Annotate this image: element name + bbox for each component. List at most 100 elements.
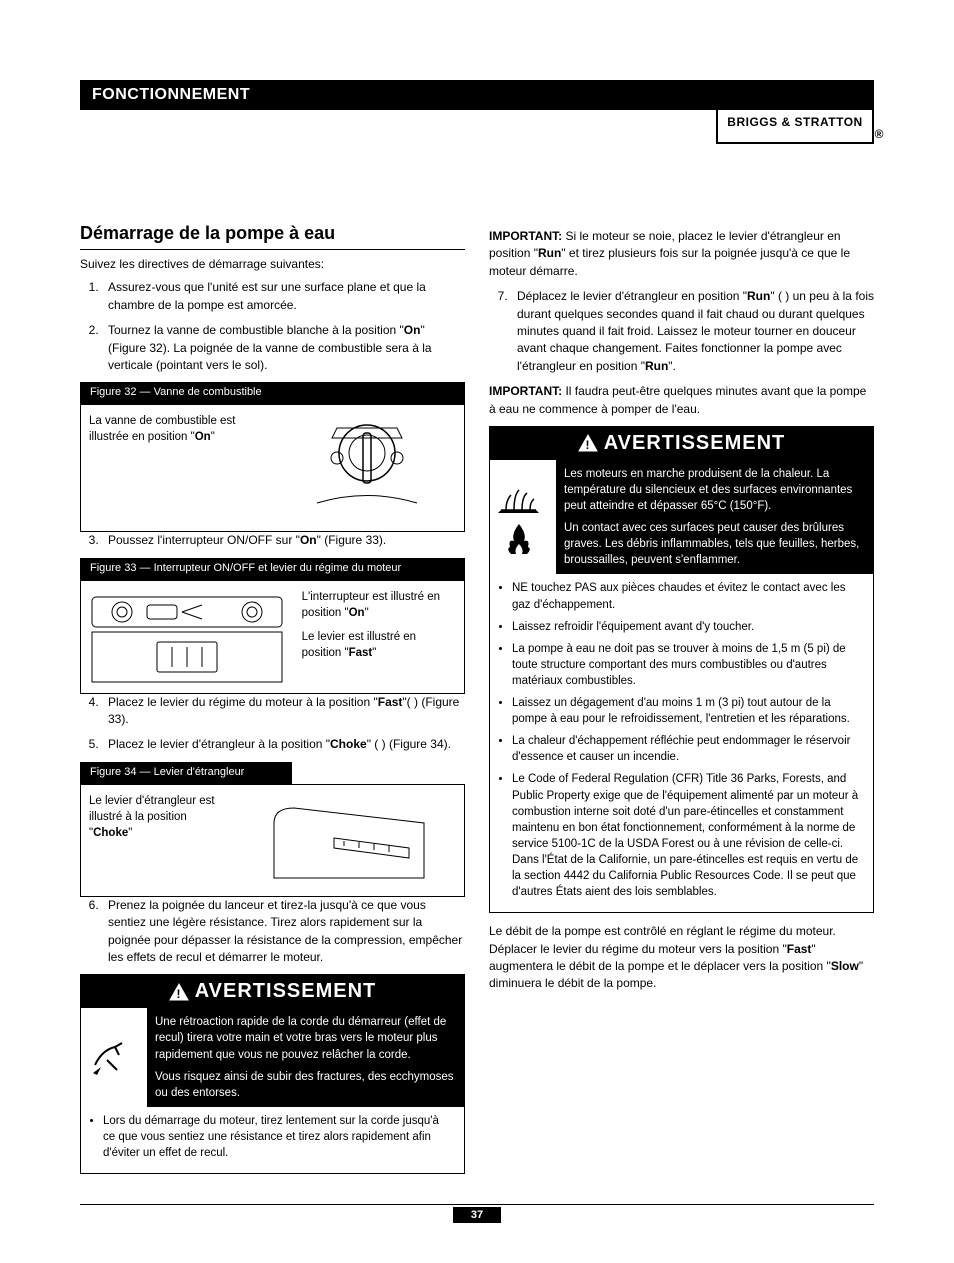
bold-slow: Slow bbox=[831, 959, 859, 973]
bold-choke: Choke bbox=[330, 737, 367, 751]
bold-on: On bbox=[349, 607, 365, 619]
warn-item: Le Code of Federal Regulation (CFR) Titl… bbox=[512, 771, 863, 900]
text: Placez le levier du régime du moteur à l… bbox=[108, 695, 378, 709]
text: " bbox=[365, 607, 369, 619]
text: Tournez la vanne de combustible blanche … bbox=[108, 323, 404, 337]
right-column: IMPORTANT: Si le moteur se noie, placez … bbox=[489, 220, 874, 1174]
step-5: Placez le levier d'étrangleur à la posit… bbox=[102, 736, 465, 753]
svg-text:!: ! bbox=[176, 987, 181, 1001]
warning-2-list: NE touchez PAS aux pièces chaudes et évi… bbox=[490, 574, 873, 912]
page: FONCTIONNEMENT BRIGGS & STRATTON Démarra… bbox=[0, 0, 954, 1263]
steps-list-cont: Poussez l'interrupteur ON/OFF sur "On" (… bbox=[80, 532, 465, 549]
warning-1-header: ! AVERTISSEMENT bbox=[81, 975, 464, 1008]
figure-32-image bbox=[278, 413, 457, 523]
step-1: Assurez-vous que l'unité est sur une sur… bbox=[102, 279, 465, 314]
switch-lever-icon bbox=[87, 587, 287, 687]
figure-34-image bbox=[242, 793, 456, 888]
brand-logo: BRIGGS & STRATTON bbox=[716, 100, 874, 144]
figure-34-box: Le levier d'étrangleur est illustré à la… bbox=[80, 784, 465, 897]
warning-2-icons bbox=[490, 460, 548, 575]
bold-run: Run bbox=[645, 359, 668, 373]
bold-run: Run bbox=[747, 289, 770, 303]
text: Déplacez le levier d'étrangleur en posit… bbox=[517, 289, 747, 303]
bold-on: On bbox=[195, 431, 211, 443]
important-label: IMPORTANT: bbox=[489, 384, 562, 398]
important-label: IMPORTANT: bbox=[489, 229, 562, 243]
text: Le débit de la pompe est contrôlé en rég… bbox=[489, 924, 836, 955]
warning-title: AVERTISSEMENT bbox=[195, 977, 377, 1006]
choke-lever-icon bbox=[264, 793, 434, 888]
warn-item: Laissez refroidir l'équipement avant d'y… bbox=[512, 619, 863, 635]
footer-rule bbox=[80, 1204, 874, 1205]
svg-text:!: ! bbox=[585, 438, 590, 452]
figure-33-text: L'interrupteur est illustré en position … bbox=[294, 581, 464, 693]
text: " ( ) (Figure 34). bbox=[367, 737, 451, 751]
figure-34-text: Le levier d'étrangleur est illustré à la… bbox=[89, 793, 232, 841]
figure-33-caption: Figure 33 — Interrupteur ON/OFF et levie… bbox=[80, 558, 465, 580]
warn-item: NE touchez PAS aux pièces chaudes et évi… bbox=[512, 580, 863, 612]
text: ". bbox=[668, 359, 676, 373]
warn-item: Laissez un dégagement d'au moins 1 m (3 … bbox=[512, 695, 863, 727]
hot-surface-icon bbox=[496, 475, 542, 515]
closing-text: Le débit de la pompe est contrôlé en rég… bbox=[489, 923, 874, 993]
warning-2-text: Les moteurs en marche produisent de la c… bbox=[556, 460, 873, 575]
fuel-valve-icon bbox=[297, 413, 437, 523]
warn-para: Une rétroaction rapide de la corde du dé… bbox=[155, 1014, 456, 1062]
warning-2-header: ! AVERTISSEMENT bbox=[490, 427, 873, 460]
step-4: Placez le levier du régime du moteur à l… bbox=[102, 694, 465, 729]
text: " (Figure 33). bbox=[317, 533, 387, 547]
bold-fast: Fast bbox=[787, 942, 812, 956]
figure-33-image bbox=[81, 581, 294, 693]
warn-para: Un contact avec ces surfaces peut causer… bbox=[564, 520, 865, 568]
steps-list-right: Déplacez le levier d'étrangleur en posit… bbox=[489, 288, 874, 375]
text: " bbox=[211, 431, 215, 443]
content-columns: Démarrage de la pompe à eau Suivez les d… bbox=[80, 220, 874, 1174]
step-2: Tournez la vanne de combustible blanche … bbox=[102, 322, 465, 374]
warning-box-1: ! AVERTISSEMENT Une rétroaction rapide d… bbox=[80, 974, 465, 1174]
figure-32-caption: Figure 32 — Vanne de combustible bbox=[80, 382, 465, 404]
figure-32-text: La vanne de combustible est illustrée en… bbox=[89, 413, 268, 445]
bold-fast: Fast bbox=[378, 695, 403, 709]
warning-1-list: Lors du démarrage du moteur, tirez lente… bbox=[81, 1107, 464, 1173]
bold-on: On bbox=[300, 533, 317, 547]
warn-para: Vous risquez ainsi de subir des fracture… bbox=[155, 1069, 456, 1101]
warning-1-text: Une rétroaction rapide de la corde du dé… bbox=[147, 1008, 464, 1106]
warning-box-2: ! AVERTISSEMENT bbox=[489, 426, 874, 913]
important-1: IMPORTANT: Si le moteur se noie, placez … bbox=[489, 228, 874, 280]
step-7: Déplacez le levier d'étrangleur en posit… bbox=[511, 288, 874, 375]
figure-33-box: L'interrupteur est illustré en position … bbox=[80, 580, 465, 694]
warn-item: La pompe à eau ne doit pas se trouver à … bbox=[512, 641, 863, 689]
warning-1-body: Une rétroaction rapide de la corde du dé… bbox=[81, 1008, 464, 1106]
warning-triangle-icon: ! bbox=[169, 983, 189, 1001]
text: Placez le levier d'étrangleur à la posit… bbox=[108, 737, 330, 751]
page-footer: 37 bbox=[80, 1204, 874, 1223]
important-2: IMPORTANT: Il faudra peut-être quelques … bbox=[489, 383, 874, 418]
warning-1-icon bbox=[81, 1008, 139, 1106]
text: " bbox=[128, 827, 132, 839]
text: " bbox=[372, 647, 376, 659]
fire-icon bbox=[496, 519, 542, 559]
steps-list: Assurez-vous que l'unité est sur une sur… bbox=[80, 279, 465, 374]
bold-fast: Fast bbox=[349, 647, 373, 659]
bold-choke: Choke bbox=[93, 827, 128, 839]
step-6: Prenez la poignée du lanceur et tirez-la… bbox=[102, 897, 465, 967]
warn-para: Les moteurs en marche produisent de la c… bbox=[564, 466, 865, 514]
figure-32-box: La vanne de combustible est illustrée en… bbox=[80, 404, 465, 532]
kickback-icon bbox=[87, 1035, 133, 1081]
subsection-title: Démarrage de la pompe à eau bbox=[80, 220, 465, 250]
warning-2-body: Les moteurs en marche produisent de la c… bbox=[490, 460, 873, 575]
steps-list-cont2: Placez le levier du régime du moteur à l… bbox=[80, 694, 465, 754]
warning-title: AVERTISSEMENT bbox=[604, 429, 786, 458]
intro-text: Suivez les directives de démarrage suiva… bbox=[80, 256, 465, 273]
warn-item: La chaleur d'échappement réfléchie peut … bbox=[512, 733, 863, 765]
figure-34-caption: Figure 34 — Levier d'étrangleur bbox=[80, 762, 292, 784]
page-number: 37 bbox=[453, 1207, 501, 1223]
step-3: Poussez l'interrupteur ON/OFF sur "On" (… bbox=[102, 532, 465, 549]
bold-run: Run bbox=[538, 246, 561, 260]
left-column: Démarrage de la pompe à eau Suivez les d… bbox=[80, 220, 465, 1174]
text: Poussez l'interrupteur ON/OFF sur " bbox=[108, 533, 300, 547]
steps-list-cont3: Prenez la poignée du lanceur et tirez-la… bbox=[80, 897, 465, 967]
warning-triangle-icon: ! bbox=[578, 434, 598, 452]
bold-on: On bbox=[404, 323, 421, 337]
warn-item: Lors du démarrage du moteur, tirez lente… bbox=[103, 1113, 454, 1161]
